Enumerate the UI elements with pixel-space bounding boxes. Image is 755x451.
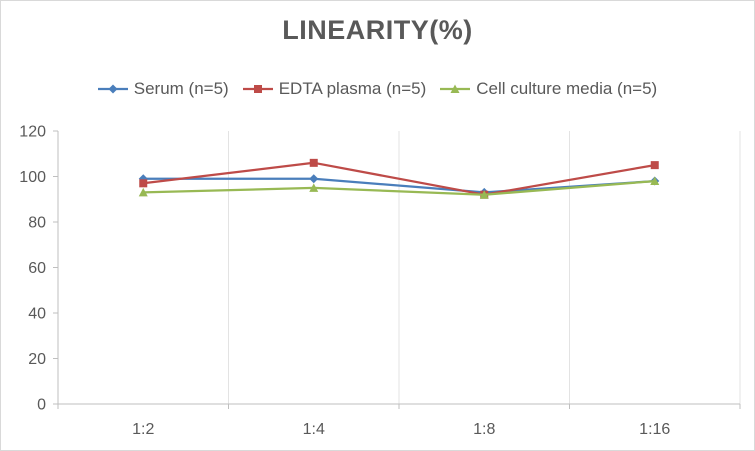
legend-marker-serum	[97, 84, 128, 94]
data-point-edta-plasma-n-5	[309, 158, 318, 167]
data-point-cell-culture-media-n-5	[479, 190, 489, 199]
legend-item-serum: Serum (n=5)	[97, 79, 229, 99]
legend-label-edta-plasma: EDTA plasma (n=5)	[278, 79, 427, 98]
x-tick-label: 1:4	[303, 421, 325, 438]
chart-title: LINEARITY(%)	[282, 15, 473, 45]
data-point-edta-plasma-n-5	[139, 179, 148, 188]
y-tick-label: 0	[37, 397, 46, 414]
x-tick-label: 1:8	[473, 421, 495, 438]
series-line-serum-n-5	[143, 177, 655, 194]
y-tick-label: 20	[28, 351, 46, 368]
data-point-cell-culture-media-n-5	[138, 187, 148, 197]
x-tick-label: 1:16	[639, 421, 670, 438]
chart-legend: Serum (n=5) EDTA plasma (n=5) Cell cultu…	[1, 79, 754, 99]
legend-label-serum: Serum (n=5)	[133, 79, 229, 98]
legend-label-cell-culture-media: Cell culture media (n=5)	[476, 79, 658, 98]
legend-item-edta-plasma: EDTA plasma (n=5)	[242, 79, 427, 99]
y-tick-label: 100	[19, 169, 46, 186]
y-tick-label: 80	[28, 215, 46, 232]
data-point-serum-n-5	[309, 174, 319, 184]
legend-marker-cell-culture-media	[440, 84, 471, 93]
legend-marker-edta-plasma	[242, 85, 273, 93]
data-point-edta-plasma-n-5	[650, 161, 659, 170]
series-line-edta-plasma-n-5	[143, 161, 655, 196]
data-point-cell-culture-media-n-5	[309, 183, 319, 192]
x-tick-label: 1:2	[132, 421, 154, 438]
y-tick-label: 120	[19, 124, 46, 141]
data-point-cell-culture-media-n-5	[650, 176, 660, 186]
y-tick-label: 60	[28, 260, 46, 277]
series-line-cell-culture-media-n-5	[143, 179, 655, 196]
legend-item-cell-culture-media: Cell culture media (n=5)	[440, 79, 657, 99]
y-tick-label: 40	[28, 306, 46, 323]
